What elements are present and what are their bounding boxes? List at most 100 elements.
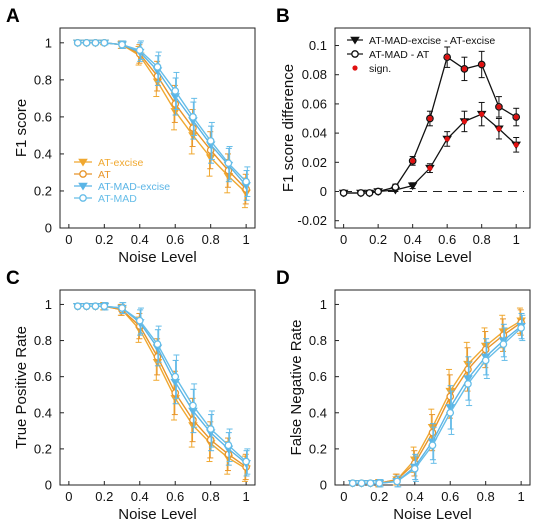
panel-a: A 0 0.2 0.4 0.6 0.8 1 0 0.2 0.4 0.6 0.8 1 Noise Level…: [6, 6, 256, 266]
y-tick-label: 0.1: [309, 38, 327, 53]
significance-dot: [461, 118, 468, 125]
y-tick-label: 0.6: [309, 369, 327, 384]
data-point: [407, 182, 418, 191]
axes-frame: [334, 27, 531, 229]
data-point: [171, 372, 180, 381]
legend-entry: AT-MAD-excise - AT-excise: [369, 35, 495, 47]
x-tick-label: 0.2: [95, 489, 113, 504]
y-tick-label: 0.06: [302, 96, 327, 111]
y-tick-label: 0.8: [309, 333, 327, 348]
series-line: [77, 305, 247, 470]
legend-entry: AT-excise: [98, 157, 143, 169]
panel-c: C 0 0.2 0.4 0.6 0.8 1 0 0.2 0.4 0.6 0.8 1 Noise Level…: [6, 268, 256, 523]
data-point: [348, 479, 357, 488]
series-at-mad: [348, 314, 526, 488]
data-point: [206, 137, 215, 145]
x-axis-label: Noise Level: [118, 249, 196, 266]
data-point: [189, 113, 197, 121]
data-point: [189, 401, 197, 410]
y-tick-label: 0.4: [309, 405, 327, 420]
y-tick-label: 0: [320, 184, 327, 199]
data-point: [206, 425, 215, 433]
y-tick-label: -0.02: [297, 213, 327, 228]
data-point: [393, 477, 401, 486]
x-tick-label: 1: [513, 232, 520, 247]
y-tick-label: 0.4: [34, 405, 52, 420]
x-tick-label: 0.8: [477, 489, 495, 504]
data-point: [499, 340, 508, 349]
data-point: [391, 183, 400, 191]
legend-entry: AT-MAD: [98, 193, 137, 205]
data-point: [82, 302, 91, 311]
panel-d: D 0 0.2 0.4 0.6 0.8 1 0 0.2 0.4 0.6 0.8 1 Noise Level…: [276, 268, 531, 523]
significance-dot: [479, 61, 485, 68]
series-mad-diff: [339, 46, 521, 197]
x-tick-label: 0.6: [441, 489, 459, 504]
data-point: [118, 304, 126, 312]
data-point: [153, 63, 162, 71]
data-point: [100, 38, 109, 47]
data-point: [339, 189, 348, 197]
axes-frame: [334, 289, 531, 486]
data-point: [463, 375, 473, 383]
legend-marker: [78, 182, 88, 191]
data-point: [464, 380, 472, 388]
series-line: [77, 305, 247, 463]
significance-dot: [410, 158, 416, 164]
x-tick-label: 0: [65, 489, 72, 504]
data-point: [91, 302, 100, 311]
x-tick-label: 1: [243, 489, 250, 504]
legend-entry: sign.: [369, 63, 391, 75]
significance-dot: [496, 104, 502, 110]
data-point: [428, 441, 437, 450]
x-tick-label: 0.8: [202, 232, 220, 247]
data-point: [153, 340, 162, 349]
significance-dot: [427, 165, 433, 171]
legend-marker: [79, 194, 87, 202]
data-point: [445, 404, 456, 412]
data-point: [242, 177, 250, 186]
legend-entry: AT-MAD-excise: [98, 181, 170, 193]
x-tick-label: 0.6: [438, 232, 456, 247]
x-tick-label: 0: [340, 489, 347, 504]
x-tick-label: 0.8: [202, 489, 220, 504]
series-line: [352, 320, 522, 484]
x-tick-label: 0.4: [404, 232, 422, 247]
legend-marker: [352, 65, 358, 71]
y-axis-label: True Positive Rate: [13, 326, 30, 449]
y-tick-label: 0.6: [34, 109, 52, 124]
x-tick-label: 0.6: [166, 489, 184, 504]
panel-letter: B: [276, 6, 290, 27]
significance-dot: [461, 66, 468, 72]
data-point: [82, 38, 91, 47]
panel-letter: A: [6, 6, 20, 27]
data-point: [135, 46, 144, 55]
x-tick-label: 0: [65, 232, 72, 247]
y-tick-label: 0.8: [34, 72, 52, 87]
data-point: [357, 479, 366, 488]
series-at-mad: [73, 38, 251, 198]
y-tick-label: 0: [45, 221, 52, 236]
y-tick-label: 0.2: [34, 441, 52, 456]
y-axis-label: False Negative Rate: [288, 320, 305, 456]
series-line: [352, 327, 522, 484]
legend: AT-MAD-excise - AT-excise AT-MAD - AT sign…: [347, 35, 495, 75]
significance-dot: [427, 115, 433, 122]
data-point: [242, 457, 250, 466]
axes-frame: [59, 289, 256, 486]
significance-dot: [496, 126, 502, 132]
x-tick-label: 0.6: [166, 232, 184, 247]
y-tick-label: 1: [45, 35, 52, 50]
significance-dot: [513, 114, 519, 120]
y-tick-label: 0.2: [34, 183, 52, 198]
panel-letter: C: [6, 268, 20, 289]
series-line: [77, 305, 247, 464]
data-point: [446, 408, 455, 417]
y-tick-label: 0.04: [302, 126, 327, 141]
legend-marker: [79, 170, 87, 178]
x-tick-label: 0.2: [369, 232, 387, 247]
data-point: [410, 464, 419, 473]
data-point: [118, 40, 126, 49]
x-tick-label: 1: [518, 489, 525, 504]
